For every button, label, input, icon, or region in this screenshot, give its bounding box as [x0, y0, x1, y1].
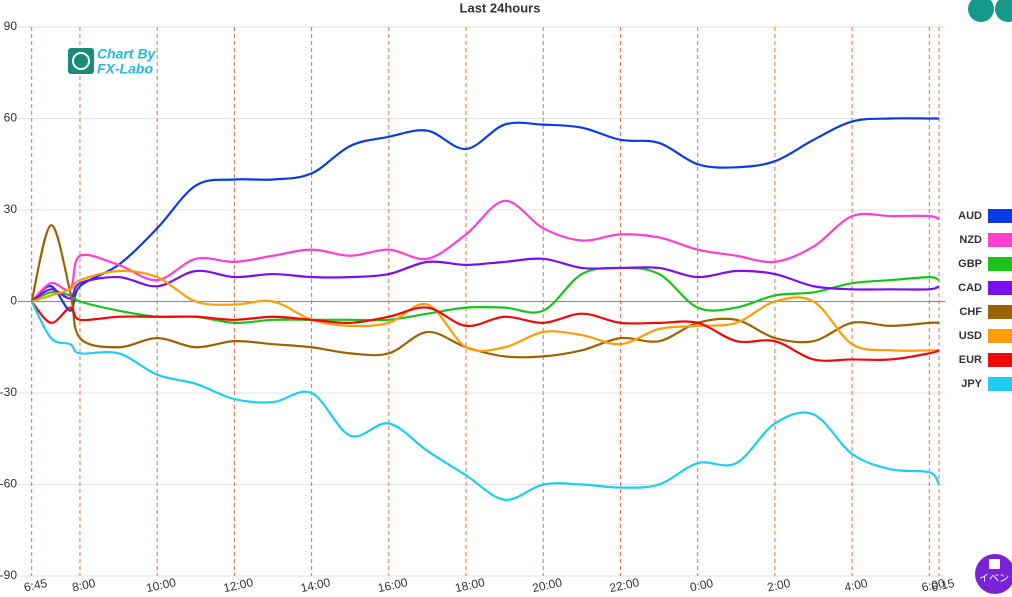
- legend-label: USD: [959, 330, 982, 342]
- y-tick-label: 0: [10, 294, 17, 308]
- x-tick-label: 0:00: [689, 576, 715, 595]
- x-tick-label: 6:00: [920, 576, 946, 595]
- event-button-bg[interactable]: [975, 554, 1012, 594]
- legend-swatch: [988, 329, 1012, 343]
- series-line: [30, 117, 939, 312]
- y-tick-label: 30: [4, 202, 18, 216]
- series-line: [30, 300, 940, 362]
- x-tick-label: 18:00: [454, 575, 487, 595]
- y-tick-label: -90: [0, 568, 17, 582]
- event-button[interactable]: イベン: [975, 554, 1012, 594]
- legend-swatch: [988, 377, 1012, 391]
- y-tick-label: 90: [4, 19, 18, 33]
- series-line: [31, 266, 940, 324]
- x-tick-label: 6:15: [930, 576, 956, 595]
- event-icon: [989, 559, 1000, 569]
- legend-label: AUD: [958, 210, 982, 222]
- event-label[interactable]: イベン: [979, 573, 1009, 585]
- x-tick-label: 20:00: [531, 575, 564, 595]
- legend-label: NZD: [959, 234, 982, 246]
- legend-swatch: [988, 281, 1012, 295]
- legend-swatch: [988, 233, 1012, 247]
- x-tick-label: 4:00: [843, 576, 869, 595]
- chart-title: Last 24hours: [460, 0, 541, 15]
- y-tick-label: -30: [0, 385, 17, 399]
- series-line: [30, 300, 940, 501]
- y-tick-label: 60: [4, 111, 18, 125]
- x-tick-label: 16:00: [377, 575, 410, 595]
- logo-text: FX-Labo: [97, 61, 153, 77]
- x-tick-label: 6:45: [23, 576, 49, 595]
- x-tick-label: 10:00: [145, 575, 178, 595]
- series-line: [30, 199, 940, 303]
- x-tick-label: 8:00: [71, 576, 97, 595]
- compress-button[interactable]: [968, 0, 994, 22]
- series-line: [31, 269, 939, 353]
- grid: [18, 26, 945, 577]
- series-line: [31, 257, 940, 303]
- logo-icon: [68, 48, 94, 74]
- legend-label: JPY: [961, 378, 982, 390]
- legend-swatch: [988, 353, 1012, 367]
- logo: Chart By FX-Labo: [68, 46, 157, 77]
- x-tick-label: 12:00: [222, 575, 255, 595]
- menu-button[interactable]: [995, 0, 1012, 22]
- series-line: [30, 224, 940, 359]
- y-tick-label: -60: [0, 477, 17, 491]
- legend-label: CAD: [958, 282, 982, 294]
- x-tick-label: 22:00: [608, 575, 641, 595]
- legend-swatch: [988, 209, 1012, 223]
- logo-text: Chart By: [97, 46, 157, 62]
- x-tick-label: 2:00: [766, 576, 792, 595]
- legend-label: CHF: [959, 306, 982, 318]
- logo-icon-ring: [72, 52, 90, 70]
- legend-label: EUR: [959, 354, 982, 366]
- legend-swatch: [988, 305, 1012, 319]
- legend-label: GBP: [958, 258, 982, 270]
- legend-swatch: [988, 257, 1012, 271]
- x-tick-label: 14:00: [299, 575, 332, 595]
